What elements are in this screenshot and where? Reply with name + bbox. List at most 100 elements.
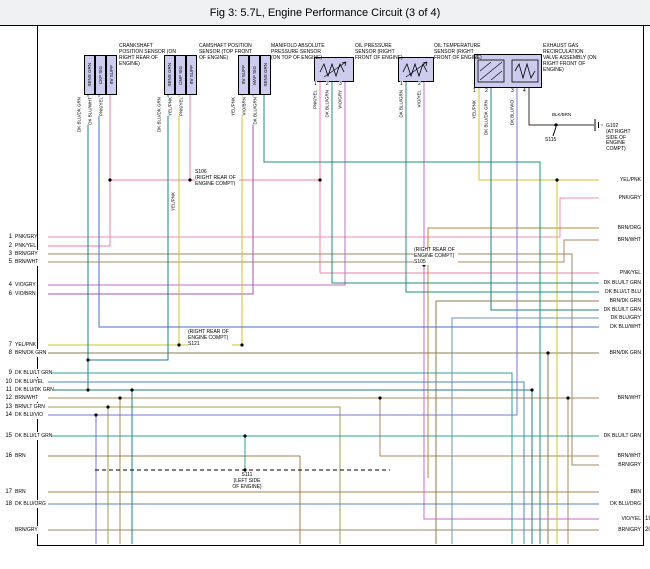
wire-color-label: VIO/YEL xyxy=(416,90,423,108)
wire-dk-blu-grn xyxy=(405,80,600,293)
pin-label: 8V SUPP xyxy=(189,65,194,85)
splice-dot xyxy=(318,178,322,182)
wire-brn-wht xyxy=(48,239,600,263)
wire-brn-gry xyxy=(48,253,600,466)
wire-pnk-yel xyxy=(48,93,111,247)
wire-color-label: DK BLU/GRN xyxy=(252,97,259,125)
left-pin-number: 15 xyxy=(5,433,12,439)
left-pin-number: 3 xyxy=(8,251,12,257)
splice-s105-name: S105 xyxy=(414,258,426,265)
left-wire-label: BRN/GRY xyxy=(15,250,38,258)
splice-dot xyxy=(378,396,382,400)
splice-dot xyxy=(86,358,90,362)
connector-pin-box: SENS GRN xyxy=(164,55,175,95)
wire-dk-blu-lt-grn xyxy=(48,372,513,544)
sensor-box xyxy=(314,57,354,82)
left-wire-label: YEL/PNK xyxy=(15,341,37,349)
right-pin-number: 20 xyxy=(645,527,650,533)
pin-number: 1 xyxy=(314,81,317,87)
connector-pin-box: CMP SIG xyxy=(175,55,186,95)
pin-number: 1 xyxy=(473,88,476,94)
right-wire-label: DK BLU/LT GRN xyxy=(599,432,641,440)
wire-color-label: PNK/YEL xyxy=(312,90,319,110)
splice-dot xyxy=(546,351,550,355)
splice-dot xyxy=(555,178,559,182)
splice-dot xyxy=(530,388,534,392)
left-wire-label: DK BLU/LT GRN xyxy=(15,369,53,377)
splice-s105: (RIGHT REAR OF ENGINE COMPT) S105 xyxy=(414,247,458,266)
wire-dk-blu-wht xyxy=(98,93,600,328)
splice-dot xyxy=(188,178,192,182)
connector-caption: OIL TEMPERATURE SENSOR (RIGHT FRONT OF E… xyxy=(434,43,482,61)
left-pin-number: 16 xyxy=(5,453,12,459)
wire-color-label: DK BLU/VIO xyxy=(509,100,516,126)
pin-label: 8V SUPP xyxy=(109,65,114,85)
wire-vio-brn xyxy=(48,93,254,295)
pin-number: 3 xyxy=(339,81,342,87)
left-pin-number: 8 xyxy=(8,350,12,356)
pin-number: 1 xyxy=(400,81,403,87)
splice-s111: S111 (LEFT SIDE OF ENGINE) xyxy=(231,472,263,491)
wire-dk-blu-grn xyxy=(263,93,541,544)
wire-color-label: PNK/YEL xyxy=(178,97,185,117)
right-wire-label: BRN/DK GRN xyxy=(599,297,641,305)
connector-pin-box: 8V SUPP xyxy=(238,55,249,95)
pin-number: 2 xyxy=(485,88,488,94)
left-pin-number: 1 xyxy=(8,234,12,240)
pin-label: CMP SIG xyxy=(178,65,183,85)
wire-yel-pnk xyxy=(478,86,600,181)
wire-blk-brn xyxy=(528,86,594,126)
right-pin-number: 19 xyxy=(645,516,650,522)
connector-caption: CAMSHAFT POSITION SENSOR (TOP FRONT OF E… xyxy=(199,43,252,61)
wire-dk-blu-dk-grn xyxy=(88,93,169,361)
wire-color-label: DK BLU/DK GRN xyxy=(76,97,83,133)
wire-brn xyxy=(48,455,301,544)
splice-s106: S106 (RIGHT REAR OF ENGINE COMPT) xyxy=(195,169,239,188)
right-wire-label: BRN/WHT xyxy=(599,394,641,402)
splice-dot xyxy=(86,388,90,392)
right-wire-label: DK BLU/GRY xyxy=(599,314,641,322)
connector-pin-box: 8V SUPP xyxy=(186,55,197,95)
wire-color-label: YEL/PNK xyxy=(471,100,478,120)
left-pin-number: 11 xyxy=(5,387,12,393)
right-wire-label: BRN/ORG xyxy=(599,224,641,232)
right-wire-label: BRN/DK GRN xyxy=(599,349,641,357)
right-wire-label: BRN xyxy=(599,488,641,496)
wire-color-label: DK BLU/DK GRN xyxy=(483,100,490,136)
left-wire-label: VIO/BRN xyxy=(15,290,36,298)
wire-color-label: PNK/YEL xyxy=(98,97,105,117)
left-wire-label: BRN/WHT xyxy=(15,394,39,402)
splice-dot xyxy=(118,396,122,400)
pin-label: 8V SUPP xyxy=(241,65,246,85)
wire-color-label: YEL/PNK xyxy=(167,97,174,117)
wire-brn-wht xyxy=(379,398,600,457)
wire-color-label: YEL/PNK xyxy=(230,97,237,117)
right-wire-label: DK BLU/ORG xyxy=(599,500,641,508)
right-wire-label: BRN/WHT xyxy=(599,236,641,244)
left-wire-label: BRN/DK GRN xyxy=(15,349,47,357)
connector-pin-box: 8V SUPP xyxy=(106,55,117,95)
connector-caption: MANIFOLD ABSOLUTE PRESSURE SENSOR (ON TO… xyxy=(271,43,325,61)
left-pin-number: 6 xyxy=(8,291,12,297)
pin-label: SENS GRN xyxy=(87,63,92,87)
splice-dot xyxy=(240,343,244,347)
wire-brn-dk-grn xyxy=(435,300,600,544)
splice-s105-note: (RIGHT REAR OF ENGINE COMPT) xyxy=(414,247,455,259)
left-pin-number: 10 xyxy=(5,379,12,385)
wire-brn-lt-grn xyxy=(48,406,341,544)
right-wire-label: VIO/YEL xyxy=(599,515,641,523)
wire-color-label: DK BLU/DK GRN xyxy=(156,97,163,133)
wire-dk-blu-gry xyxy=(451,317,600,544)
splice-s121: (RIGHT REAR OF ENGINE COMPT) S121 xyxy=(188,329,232,348)
splice-dot xyxy=(554,123,558,127)
splice-dot xyxy=(94,413,98,417)
splice-s111-name: S111 xyxy=(241,472,253,478)
pin-number: 3 xyxy=(511,88,514,94)
wire-vio-gry xyxy=(48,80,346,286)
left-wire-label: DK BLU/VIO xyxy=(15,411,44,419)
splice-s111-note: (LEFT SIDE OF ENGINE) xyxy=(232,477,262,490)
wire-brn-org xyxy=(427,227,600,478)
sensor-box xyxy=(398,57,434,82)
ground-g102: G102 (AT RIGHT SIDE OF ENGINE COMPT) xyxy=(606,123,642,153)
